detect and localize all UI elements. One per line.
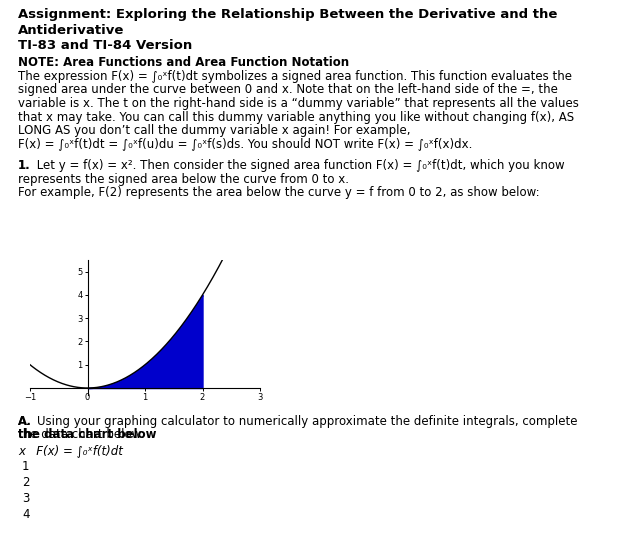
Text: TI-83 and TI-84 Version: TI-83 and TI-84 Version [18,39,192,52]
Text: A.: A. [18,415,32,428]
Text: Assignment: Exploring the Relationship Between the Derivative and the: Assignment: Exploring the Relationship B… [18,8,557,21]
Text: NOTE: Area Functions and Area Function Notation: NOTE: Area Functions and Area Function N… [18,57,349,69]
Text: represents the signed area below the curve from 0 to x.: represents the signed area below the cur… [18,173,349,185]
Text: the data chart below:: the data chart below: [18,428,145,442]
Text: that x may take. You can call this dummy variable anything you like without chan: that x may take. You can call this dummy… [18,111,574,124]
Text: For example, F(2) represents the area below the curve y = f from 0 to 2, as show: For example, F(2) represents the area be… [18,186,540,199]
Text: The expression F(x) = ∫₀ˣf(t)dt symbolizes a signed area function. This function: The expression F(x) = ∫₀ˣf(t)dt symboliz… [18,70,572,83]
Text: x   F(x) = ∫₀ˣf(t)dt: x F(x) = ∫₀ˣf(t)dt [18,444,123,457]
Text: F(x) = ∫₀ˣf(t)dt = ∫₀ˣf(u)du = ∫₀ˣf(s)ds. You should NOT write F(x) = ∫₀ˣf(x)dx.: F(x) = ∫₀ˣf(t)dt = ∫₀ˣf(u)du = ∫₀ˣf(s)ds… [18,138,472,151]
Text: the data chart below: the data chart below [18,428,157,442]
Text: 3: 3 [22,492,29,504]
Text: Antiderivative: Antiderivative [18,24,124,36]
Text: 4: 4 [22,508,30,520]
Text: variable is x. The t on the right-hand side is a “dummy variable” that represent: variable is x. The t on the right-hand s… [18,97,579,110]
Text: A.  Using your graphing calculator to numerically approximate the definite integ: A. Using your graphing calculator to num… [18,415,578,428]
Text: 1.: 1. [18,159,31,172]
Text: signed area under the curve between 0 and x. Note that on the left-hand side of : signed area under the curve between 0 an… [18,84,558,96]
Text: 2: 2 [22,476,30,488]
Text: LONG AS you don’t call the dummy variable x again! For example,: LONG AS you don’t call the dummy variabl… [18,124,410,137]
Text: 1.  Let y = f(x) = x². Then consider the signed area function F(x) = ∫₀ˣf(t)dt, : 1. Let y = f(x) = x². Then consider the … [18,159,565,172]
Text: 1: 1 [22,459,30,472]
